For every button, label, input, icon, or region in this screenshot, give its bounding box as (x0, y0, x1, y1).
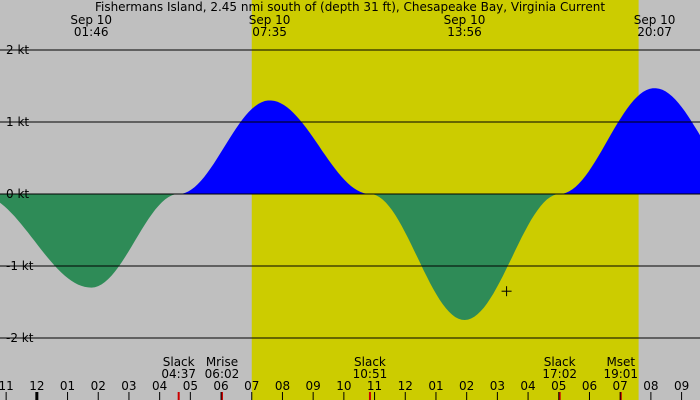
current-fills (0, 88, 700, 320)
hour-tick (404, 392, 406, 400)
y-tick-label: -1 kt (6, 259, 34, 273)
y-tick-label: 0 kt (6, 187, 29, 201)
peak-date-label: Sep 10 (634, 13, 676, 27)
event-name-label: Mrise (206, 355, 238, 369)
hour-tick (281, 392, 283, 400)
peak-date-label: Sep 10 (70, 13, 112, 27)
hour-tick (343, 392, 345, 400)
hour-tick (67, 392, 69, 400)
hour-tick-label: 09 (306, 379, 321, 393)
peak-time-label: 13:56 (447, 25, 482, 39)
hour-tick-label: 11 (367, 379, 382, 393)
hour-tick-label: 08 (643, 379, 658, 393)
hour-tick-label: 12 (398, 379, 413, 393)
hour-tick (619, 392, 621, 400)
hour-tick (374, 392, 376, 400)
flood-area (178, 100, 370, 194)
hour-tick-label: 02 (459, 379, 474, 393)
event-time-label: 06:02 (205, 367, 240, 381)
hour-axis: 11 12 01 02 03 04 05 06 07 08 09 10 11 12 01 02 03 04 05 06… (0, 379, 689, 400)
hour-tick (220, 392, 222, 400)
hour-tick-label: 01 (60, 379, 75, 393)
event-marker (619, 392, 622, 400)
hour-tick-label: 03 (490, 379, 505, 393)
crosshair-cursor (501, 286, 512, 297)
peak-date-label: Sep 10 (249, 13, 291, 27)
hour-tick-label: 10 (336, 379, 351, 393)
hour-tick (527, 392, 529, 400)
y-tick-label: 1 kt (6, 115, 29, 129)
hour-tick (435, 392, 437, 400)
hour-tick-label: 03 (121, 379, 136, 393)
chart-title: Fishermans Island, 2.45 nmi south of (de… (95, 0, 605, 14)
hour-tick-label: 11 (0, 379, 14, 393)
event-name-label: Slack (544, 355, 576, 369)
hour-tick-label: 12 (29, 379, 44, 393)
y-axis-labels: 2 kt 1 kt 0 kt -1 kt -2 kt (6, 43, 34, 345)
event-time-label: 19:01 (603, 367, 638, 381)
event-marker (177, 392, 180, 400)
peak-time-label: 20:07 (637, 25, 672, 39)
event-time-label: 10:51 (353, 367, 388, 381)
hour-tick-label: 08 (275, 379, 290, 393)
hour-tick (159, 392, 161, 400)
hour-tick-label: 06 (582, 379, 597, 393)
hour-tick (189, 392, 191, 400)
hour-tick-label: 07 (613, 379, 628, 393)
peak-time-label: 07:35 (252, 25, 287, 39)
hour-tick-label: 09 (674, 379, 689, 393)
hour-tick-label: 04 (520, 379, 535, 393)
hour-tick (128, 392, 130, 400)
event-marker (558, 392, 561, 400)
hour-tick (496, 392, 498, 400)
event-name-label: Mset (606, 355, 635, 369)
peak-time-label: 01:46 (74, 25, 109, 39)
hour-tick-label: 04 (152, 379, 167, 393)
hour-tick (35, 392, 39, 400)
peak-date-label: Sep 10 (444, 13, 486, 27)
hour-tick (97, 392, 99, 400)
event-time-label: 04:37 (161, 367, 196, 381)
hour-tick (5, 392, 7, 400)
flood-area (559, 88, 700, 194)
event-marker (220, 392, 223, 400)
hour-tick-label: 05 (551, 379, 566, 393)
ebb-area (370, 194, 560, 320)
y-tick-label: -2 kt (6, 331, 34, 345)
ebb-area (0, 194, 179, 288)
event-time-label: 17:02 (542, 367, 577, 381)
event-marker (368, 392, 371, 400)
event-name-label: Slack (163, 355, 195, 369)
hour-tick (466, 392, 468, 400)
event-name-label: Slack (354, 355, 386, 369)
hour-tick (588, 392, 590, 400)
y-tick-label: 2 kt (6, 43, 29, 57)
hour-tick-label: 05 (183, 379, 198, 393)
event-labels: Slack23:04Slack04:37Mrise06:02Slack10:51… (161, 355, 638, 400)
hour-tick (650, 392, 652, 400)
hour-tick (681, 392, 683, 400)
hour-tick-label: 06 (213, 379, 228, 393)
hour-tick-label: 02 (91, 379, 106, 393)
hour-tick (558, 392, 560, 400)
hour-tick (312, 392, 314, 400)
speed-gridlines (0, 49, 700, 339)
hour-tick-label: 01 (428, 379, 443, 393)
hour-tick (251, 392, 253, 400)
hour-tick-label: 07 (244, 379, 259, 393)
